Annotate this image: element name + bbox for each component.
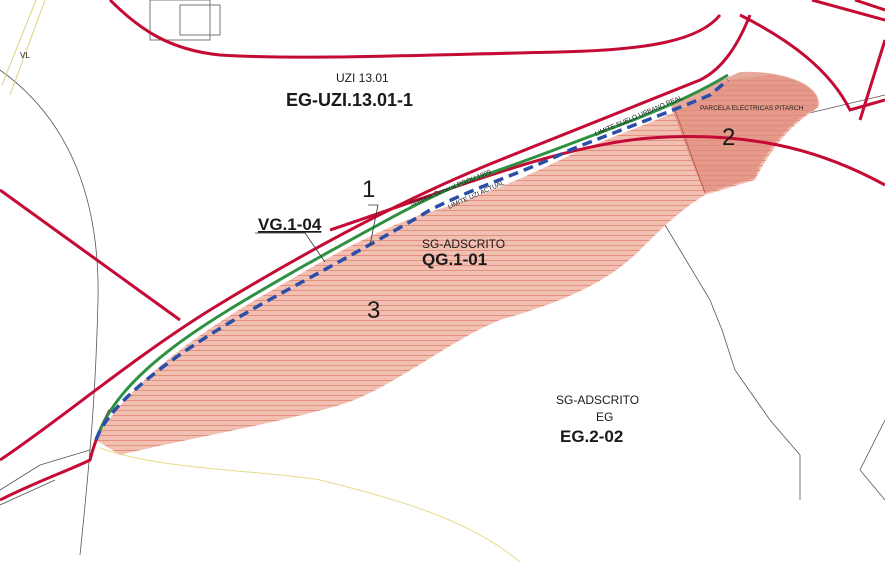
label-vg-code: VG.1-04 — [258, 215, 322, 234]
label-uzi-zone: UZI 13.01 — [336, 71, 389, 85]
blue-dashed-limit-uzi — [94, 78, 730, 441]
thin-curve-left — [0, 69, 99, 556]
red-boundary-top-left-road — [0, 188, 181, 322]
thin-line-yellow-topleft-2 — [1, 0, 37, 86]
label-number-1: 1 — [362, 176, 375, 203]
label-number-3: 3 — [367, 297, 380, 324]
top-building-1 — [149, 0, 211, 41]
label-qg-code: QG.1-01 — [422, 250, 487, 269]
top-building-2 — [179, 4, 221, 36]
red-boundary-upper-road — [0, 14, 752, 462]
red-boundary-right-edge — [858, 39, 885, 121]
leader-1 — [368, 204, 379, 246]
thin-line-right — [661, 219, 801, 500]
red-boundary-right-top — [811, 0, 885, 22]
red-boundary-right-curve — [739, 13, 885, 112]
yellow-lower-curve — [99, 447, 521, 563]
label-number-2: 2 — [722, 124, 735, 151]
red-boundary-middle-arc — [329, 134, 885, 232]
thin-line-right-edge — [859, 419, 885, 501]
parcel-2-dividing-line — [674, 109, 706, 194]
red-boundary-top-curve — [108, 0, 722, 59]
label-parcela-electricas: PARCELA ELECTRICAS PITARCH — [700, 105, 804, 112]
thin-lines-bottomleft — [0, 449, 91, 506]
area-2-parcel — [670, 71, 819, 193]
area-3-hatched — [96, 75, 818, 455]
leader-vg — [255, 232, 326, 263]
red-boundary-lower-road — [0, 409, 112, 502]
label-vl: VL — [20, 51, 30, 60]
label-sg-adscrito-2: SG-ADSCRITO — [556, 393, 639, 407]
green-limit-line — [94, 73, 729, 441]
label-eg: EG — [596, 410, 613, 424]
label-eg-code: EG.2-02 — [560, 427, 623, 446]
thin-line-yellow-topleft — [9, 0, 46, 96]
label-sg-adscrito-1: SG-ADSCRITO — [422, 237, 505, 251]
label-uzi-code: EG-UZI.13.01-1 — [286, 90, 413, 110]
